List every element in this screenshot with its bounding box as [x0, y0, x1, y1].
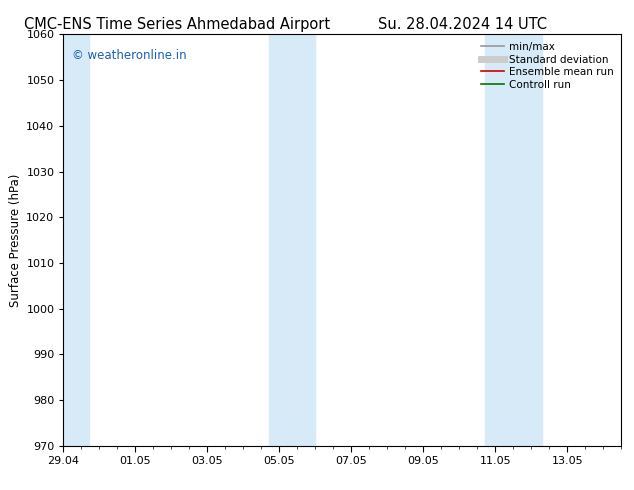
Title: CMC-ENS Time Series Ahmedabad Airport        Su. 28.04.2024 14 UTC: CMC-ENS Time Series Ahmedabad Airport Su…	[0, 489, 1, 490]
Text: CMC-ENS Time Series Ahmedabad Airport: CMC-ENS Time Series Ahmedabad Airport	[25, 17, 330, 32]
Y-axis label: Surface Pressure (hPa): Surface Pressure (hPa)	[9, 173, 22, 307]
Bar	[297, 34, 315, 446]
Legend: min/max, Standard deviation, Ensemble mean run, Controll run: min/max, Standard deviation, Ensemble me…	[477, 37, 618, 95]
Bar	[514, 34, 542, 446]
Text: © weatheronline.in: © weatheronline.in	[72, 49, 186, 62]
Bar	[269, 34, 297, 446]
Bar	[484, 34, 514, 446]
Bar	[63, 34, 89, 446]
Text: Su. 28.04.2024 14 UTC: Su. 28.04.2024 14 UTC	[378, 17, 547, 32]
